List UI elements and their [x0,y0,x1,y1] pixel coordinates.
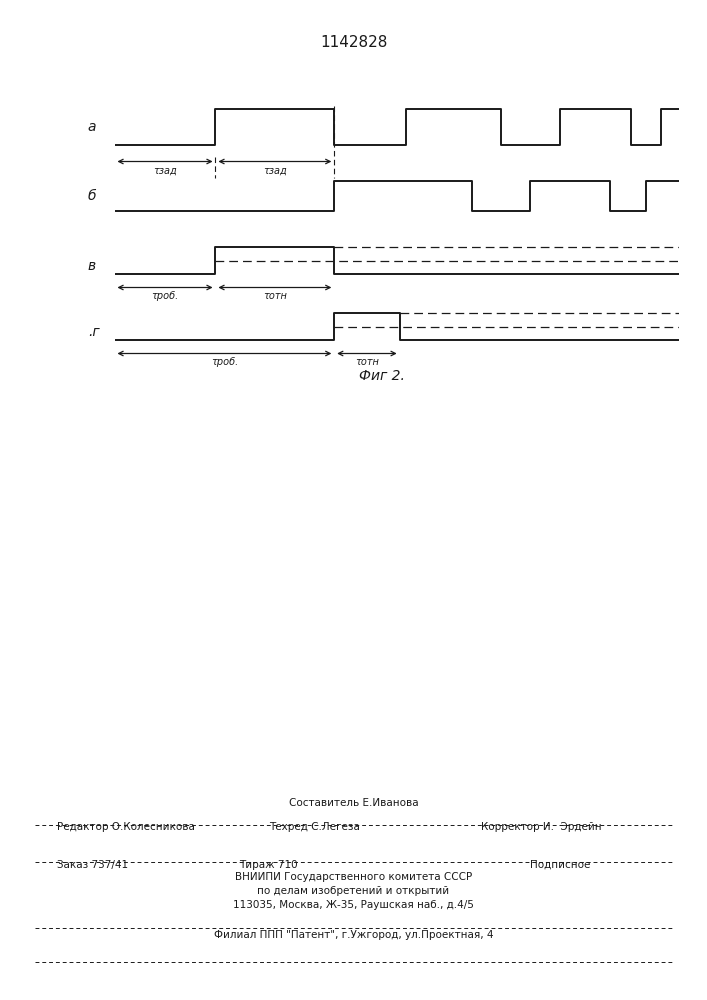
Text: Техред С.Легеза: Техред С.Легеза [269,822,360,832]
Text: τотн: τотн [355,357,379,367]
Text: Корректор И.  Эрдейн: Корректор И. Эрдейн [481,822,602,832]
Text: б: б [88,189,96,203]
Text: Редактор О.Колесникова: Редактор О.Колесникова [57,822,194,832]
Text: τроб.: τроб. [211,357,238,367]
Text: τзад: τзад [263,166,287,176]
Text: по делам изобретений и открытий: по делам изобретений и открытий [257,886,450,896]
Text: a: a [88,120,96,134]
Text: 113035, Москва, Ж-35, Раушская наб., д.4/5: 113035, Москва, Ж-35, Раушская наб., д.4… [233,900,474,910]
Text: в: в [88,259,96,273]
Text: Заказ 737/41: Заказ 737/41 [57,860,128,870]
Text: Тираж 710: Тираж 710 [240,860,298,870]
Text: Подписное: Подписное [530,860,590,870]
Text: τроб.: τроб. [151,291,179,301]
Text: τотн: τотн [263,291,287,301]
Text: .г: .г [88,325,100,339]
Text: Фиг 2.: Фиг 2. [359,369,404,383]
Text: τзад: τзад [153,166,177,176]
Text: Филиал ППП "Патент", г.Ужгород, ул.Проектная, 4: Филиал ППП "Патент", г.Ужгород, ул.Проек… [214,930,493,940]
Text: ВНИИПИ Государственного комитета СССР: ВНИИПИ Государственного комитета СССР [235,872,472,882]
Text: Составитель Е.Иванова: Составитель Е.Иванова [288,798,419,808]
Text: 1142828: 1142828 [320,35,387,50]
